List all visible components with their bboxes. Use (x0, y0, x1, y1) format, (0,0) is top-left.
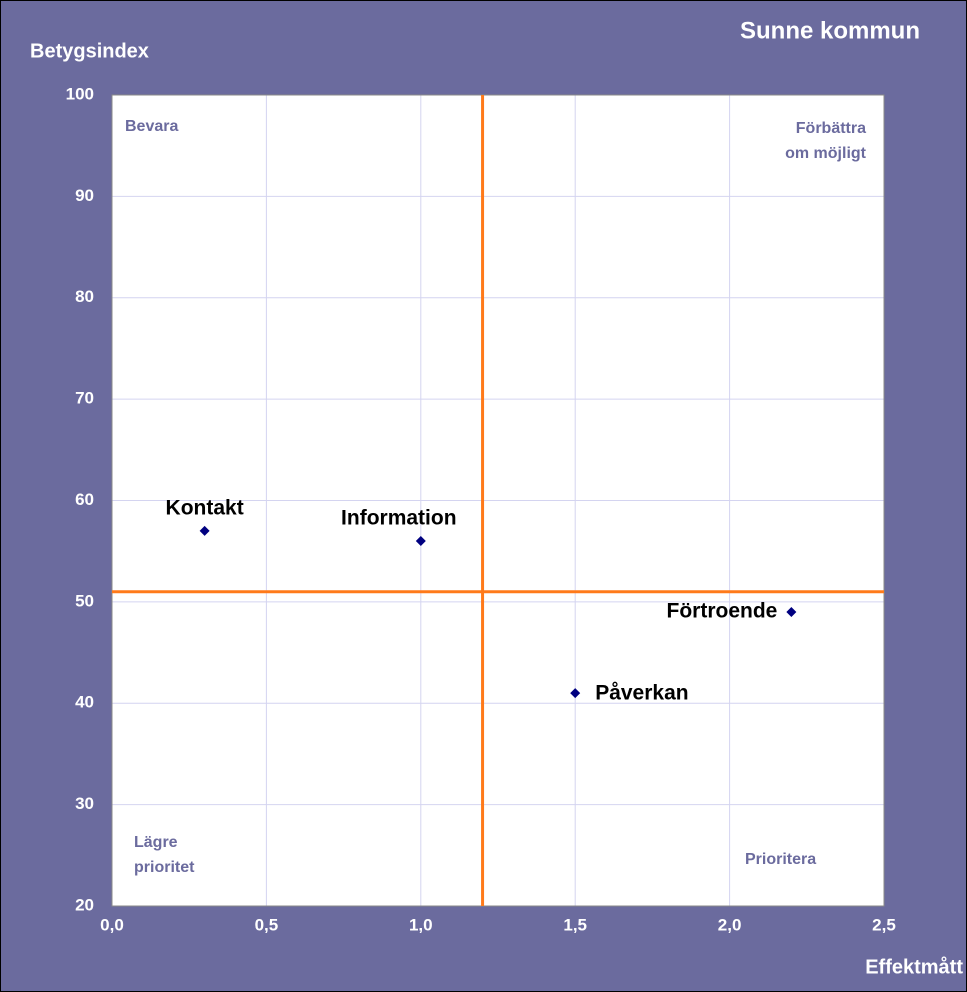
x-axis-label: Effektmått (865, 955, 963, 978)
point (199, 525, 210, 536)
y-tick-label: 40 (75, 693, 94, 712)
quadrant-label: prioritet (134, 859, 195, 876)
quadrant-label: Lägre (134, 834, 178, 851)
point (570, 688, 581, 699)
quadrant-label: Bevara (125, 118, 178, 135)
quadrant-label: Prioritera (745, 851, 816, 868)
y-tick-label: 90 (75, 186, 94, 205)
quadrant-label: om möjligt (785, 145, 867, 162)
y-tick-label: 80 (75, 287, 94, 306)
point-label: Kontakt (166, 496, 244, 519)
x-tick-label: 0,0 (100, 915, 124, 934)
y-tick-label: 100 (66, 84, 94, 103)
y-tick-label: 50 (75, 591, 94, 610)
y-tick-label: 20 (75, 895, 94, 914)
quadrant-label: Förbättra (796, 120, 866, 137)
point (415, 536, 426, 547)
x-tick-label: 1,5 (563, 915, 587, 934)
point-label: Information (341, 507, 457, 530)
y-tick-label: 70 (75, 389, 94, 408)
x-tick-label: 1,0 (409, 915, 433, 934)
x-tick-label: 2,0 (718, 915, 742, 934)
point (786, 607, 797, 618)
y-tick-label: 30 (75, 794, 94, 813)
chart-title: Sunne kommun (740, 17, 920, 44)
x-tick-label: 2,5 (872, 915, 896, 934)
y-axis-label: Betygsindex (30, 40, 149, 62)
point-label: Påverkan (595, 682, 688, 705)
plot-border (111, 94, 885, 907)
x-tick-label: 0,5 (255, 915, 279, 934)
point-label: Förtroende (667, 600, 778, 623)
y-tick-label: 60 (75, 490, 94, 509)
